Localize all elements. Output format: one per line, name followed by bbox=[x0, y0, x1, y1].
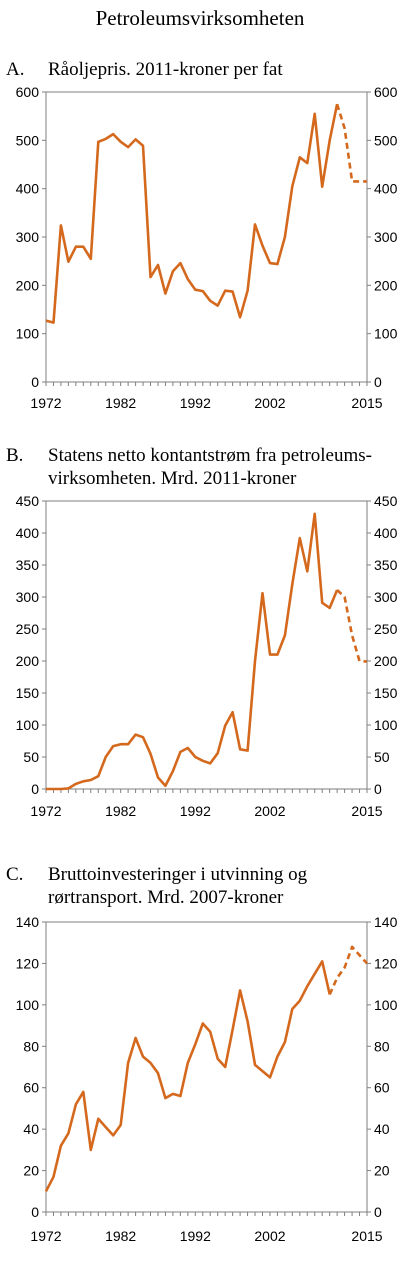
series-line-projection bbox=[328, 945, 368, 996]
y-tick-label-right: 0 bbox=[374, 374, 382, 390]
x-tick-label: 1972 bbox=[30, 803, 61, 819]
y-tick-label-right: 140 bbox=[374, 914, 398, 930]
y-tick-label-left: 60 bbox=[23, 1080, 39, 1096]
plot-frame bbox=[45, 91, 368, 383]
y-tick-label-left: 300 bbox=[16, 589, 40, 605]
y-tick-label-left: 140 bbox=[16, 914, 40, 930]
y-tick-label-left: 100 bbox=[16, 326, 40, 342]
x-tick-label: 2002 bbox=[254, 1228, 285, 1244]
y-tick-label-left: 400 bbox=[16, 181, 40, 197]
y-tick-label-right: 200 bbox=[374, 277, 398, 293]
y-tick-label-left: 100 bbox=[16, 997, 40, 1013]
y-tick-label-right: 450 bbox=[374, 493, 398, 509]
y-tick-label-right: 60 bbox=[374, 1080, 390, 1096]
series-line bbox=[45, 103, 339, 324]
x-tick-label: 1982 bbox=[105, 1228, 136, 1244]
y-tick-label-right: 300 bbox=[374, 589, 398, 605]
y-tick-label-right: 100 bbox=[374, 326, 398, 342]
y-tick-label-left: 600 bbox=[16, 84, 40, 100]
x-tick-label: 2015 bbox=[351, 803, 382, 819]
y-tick-label-left: 400 bbox=[16, 525, 40, 541]
y-tick-label-right: 150 bbox=[374, 685, 398, 701]
series-line bbox=[44, 960, 331, 1192]
y-tick-label-right: 0 bbox=[374, 781, 382, 797]
y-tick-label-left: 250 bbox=[16, 621, 40, 637]
y-tick-label-left: 500 bbox=[16, 132, 40, 148]
plot-frame bbox=[45, 500, 368, 790]
x-tick-label: 1992 bbox=[180, 395, 211, 411]
x-tick-label: 1992 bbox=[180, 1228, 211, 1244]
x-tick-label: 1982 bbox=[105, 395, 136, 411]
x-tick-label: 1972 bbox=[30, 395, 61, 411]
y-tick-label-left: 100 bbox=[16, 717, 40, 733]
chart-a: 0 0 100 100 200 200 300 300 400 400 500 500 600 600 19… bbox=[16, 84, 398, 411]
y-tick-label-right: 400 bbox=[374, 525, 398, 541]
y-tick-label-right: 50 bbox=[374, 749, 390, 765]
y-tick-label-right: 80 bbox=[374, 1038, 390, 1054]
chart-c: 0 0 20 20 40 40 60 60 80 80 100 100 120 120 140 140 1972… bbox=[16, 914, 398, 1244]
series-line bbox=[46, 512, 339, 791]
plot-frame bbox=[45, 921, 368, 1213]
y-tick-label-left: 80 bbox=[23, 1038, 39, 1054]
panel-c-letter: C. bbox=[6, 864, 24, 885]
y-tick-label-left: 20 bbox=[23, 1163, 39, 1179]
y-tick-label-right: 40 bbox=[374, 1121, 390, 1137]
chart-b: 0 0 50 50 100 100 150 150 200 200 250 250 300 300 350 3… bbox=[16, 493, 398, 819]
y-tick-label-left: 450 bbox=[16, 493, 40, 509]
y-tick-label-left: 0 bbox=[31, 374, 39, 390]
y-tick-label-right: 350 bbox=[374, 557, 398, 573]
series-line-projection bbox=[336, 589, 368, 663]
y-tick-label-left: 350 bbox=[16, 557, 40, 573]
y-tick-label-left: 50 bbox=[23, 749, 39, 765]
y-tick-label-right: 400 bbox=[374, 181, 398, 197]
x-tick-label: 2002 bbox=[254, 395, 285, 411]
panel-b-title: Statens netto kontantstrøm fra petroleum… bbox=[48, 445, 372, 489]
y-tick-label-left: 40 bbox=[23, 1121, 39, 1137]
panel-a-title: Råoljepris. 2011-kroner per fat bbox=[48, 59, 283, 80]
y-tick-label-right: 0 bbox=[374, 1204, 382, 1220]
panel-b-letter: B. bbox=[6, 445, 24, 466]
x-tick-label: 1992 bbox=[180, 803, 211, 819]
x-tick-label: 2015 bbox=[351, 1228, 382, 1244]
y-tick-label-left: 0 bbox=[31, 781, 39, 797]
y-tick-label-right: 120 bbox=[374, 955, 398, 971]
y-tick-label-left: 0 bbox=[31, 1204, 39, 1220]
y-tick-label-left: 200 bbox=[16, 653, 40, 669]
panel-a-letter: A. bbox=[6, 59, 25, 80]
y-tick-label-right: 20 bbox=[374, 1163, 390, 1179]
y-tick-label-right: 100 bbox=[374, 717, 398, 733]
y-tick-label-right: 200 bbox=[374, 653, 398, 669]
y-tick-label-right: 250 bbox=[374, 621, 398, 637]
series-line-projection bbox=[335, 103, 367, 183]
x-tick-label: 1982 bbox=[105, 803, 136, 819]
y-tick-label-right: 300 bbox=[374, 229, 398, 245]
y-tick-label-left: 120 bbox=[16, 955, 40, 971]
y-tick-label-right: 100 bbox=[374, 997, 398, 1013]
y-tick-label-left: 200 bbox=[16, 277, 40, 293]
panel-c-title: Bruttoinvesteringer i utvinning og rørtr… bbox=[48, 864, 308, 908]
y-tick-label-right: 500 bbox=[374, 132, 398, 148]
y-tick-label-left: 150 bbox=[16, 685, 40, 701]
x-tick-label: 2002 bbox=[254, 803, 285, 819]
y-tick-label-left: 300 bbox=[16, 229, 40, 245]
y-tick-label-right: 600 bbox=[374, 84, 398, 100]
x-tick-label: 2015 bbox=[351, 395, 382, 411]
figure-title: Petroleumsvirksomheten bbox=[95, 6, 305, 30]
x-tick-label: 1972 bbox=[30, 1228, 61, 1244]
